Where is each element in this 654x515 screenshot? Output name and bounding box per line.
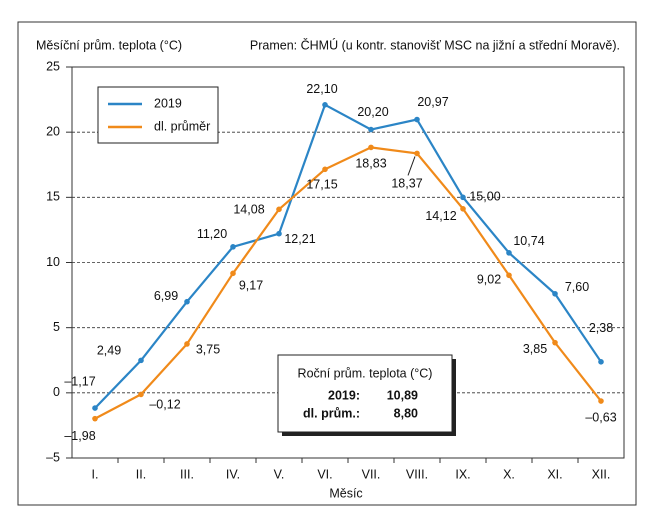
x-tick-label: XI. xyxy=(547,467,562,481)
value-label: 7,60 xyxy=(565,280,589,294)
point xyxy=(92,415,98,422)
point xyxy=(184,341,190,347)
point xyxy=(276,230,282,237)
point xyxy=(414,150,420,157)
point xyxy=(414,116,420,123)
point xyxy=(92,405,98,411)
series-line xyxy=(94,103,602,409)
annual-box xyxy=(277,354,453,433)
value-label: –1,98 xyxy=(64,429,95,443)
point xyxy=(184,298,190,305)
value-label: 20,20 xyxy=(357,105,388,119)
x-tick-label: III. xyxy=(180,467,194,481)
x-tick-label: II. xyxy=(136,467,146,481)
value-label: 17,15 xyxy=(306,178,337,192)
chart-subtitle: Pramen: ČHMÚ (u kontr. stanovišť MSC na … xyxy=(250,37,620,52)
point xyxy=(552,290,558,297)
value-label: 10,74 xyxy=(513,234,544,248)
x-tick-label: IV. xyxy=(226,467,240,481)
value-label: 11,20 xyxy=(197,227,227,241)
value-label: 9,17 xyxy=(239,279,263,293)
value-label: 2,38 xyxy=(589,321,613,335)
value-label: –1,17 xyxy=(64,374,95,388)
value-label: 18,83 xyxy=(355,157,386,171)
y-tick-label: 5 xyxy=(53,320,60,334)
frame xyxy=(17,21,637,506)
leader-line xyxy=(407,156,416,176)
point xyxy=(552,339,558,346)
annual-row-label: dl. prům.: xyxy=(303,406,360,420)
y-tick-label: 15 xyxy=(46,190,60,204)
value-label: 15,00 xyxy=(469,190,500,204)
point xyxy=(460,194,466,201)
point xyxy=(598,398,604,404)
y-tick-label: 20 xyxy=(46,124,60,138)
point xyxy=(506,272,512,279)
x-tick-label: X. xyxy=(503,467,515,481)
point xyxy=(506,250,512,256)
x-tick-label: VIII. xyxy=(406,467,428,481)
y-tick-label: 25 xyxy=(46,59,60,73)
value-label: 18,37 xyxy=(391,177,422,191)
x-tick-label: VI. xyxy=(317,467,332,481)
point xyxy=(138,391,144,398)
point xyxy=(138,357,144,364)
annual-row-value: 8,80 xyxy=(394,406,418,420)
value-label: 6,99 xyxy=(154,289,178,303)
value-label: –0,12 xyxy=(149,398,180,412)
point xyxy=(460,206,466,212)
annual-row-value: 10,89 xyxy=(387,388,418,402)
x-axis-label: Měsíc xyxy=(329,486,362,500)
x-tick-label: XII. xyxy=(592,467,611,481)
x-tick-label: I. xyxy=(92,467,99,481)
value-label: 9,02 xyxy=(477,273,501,287)
value-label: –0,63 xyxy=(585,410,616,424)
value-label: 20,97 xyxy=(417,95,448,109)
point xyxy=(368,126,374,133)
point xyxy=(322,166,328,173)
x-tick-label: VII. xyxy=(362,467,381,481)
value-label: 3,85 xyxy=(523,342,547,356)
y-tick-label: 0 xyxy=(53,385,60,399)
legend-label: 2019 xyxy=(154,96,182,110)
legend-label: dl. průměr xyxy=(154,119,210,133)
annual-title: Roční prům. teplota (°C) xyxy=(298,366,433,380)
annual-row-label: 2019: xyxy=(328,388,360,402)
point xyxy=(368,144,374,151)
series-line xyxy=(94,146,602,420)
point xyxy=(598,359,604,365)
y-tick-label: 10 xyxy=(46,255,60,269)
x-tick-label: IX. xyxy=(455,467,470,481)
point xyxy=(322,101,328,108)
value-label: 2,49 xyxy=(97,344,121,358)
point xyxy=(230,270,236,277)
chart-title: Měsíční prům. teplota (°C) xyxy=(36,38,182,52)
value-label: 14,12 xyxy=(425,209,456,223)
y-tick-label: –5 xyxy=(46,450,60,464)
value-label: 3,75 xyxy=(196,342,220,356)
point xyxy=(276,206,282,213)
x-tick-label: V. xyxy=(274,467,285,481)
point xyxy=(230,244,236,250)
value-label: 22,10 xyxy=(306,82,337,96)
value-label: 14,08 xyxy=(233,203,264,217)
legend-box xyxy=(97,86,219,144)
value-label: 12,21 xyxy=(284,232,315,246)
